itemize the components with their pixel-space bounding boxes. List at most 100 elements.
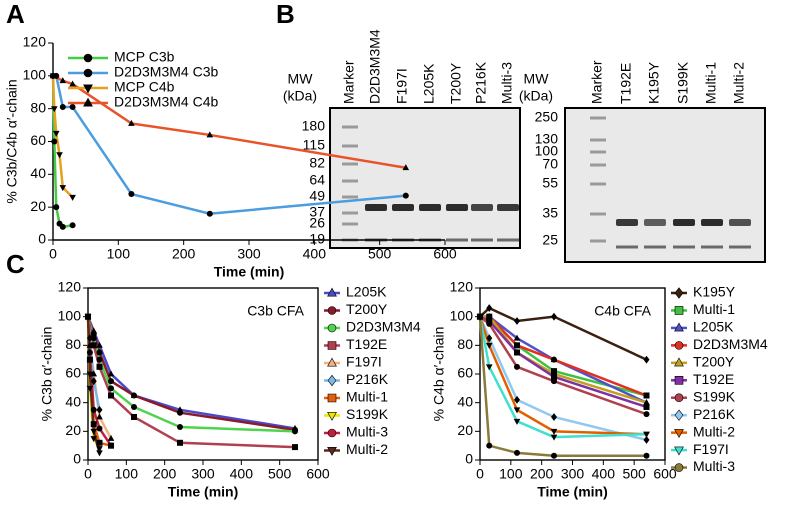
legend-entry: Multi-1 — [671, 301, 735, 317]
data-point — [90, 428, 98, 435]
x-axis-label: Time (min) — [168, 484, 239, 500]
legend-label: Multi-3 — [693, 458, 735, 474]
x-tick-label: 300 — [561, 466, 585, 482]
data-point — [59, 223, 66, 230]
data-point — [514, 349, 520, 356]
ladder-band — [342, 179, 358, 183]
legend-entry: S199K — [324, 406, 389, 422]
legend-marker — [674, 409, 684, 421]
data-point — [402, 192, 409, 199]
data-point — [108, 385, 114, 392]
data-point — [131, 403, 137, 410]
protein-band — [673, 219, 695, 226]
y-tick-label: 0 — [73, 451, 81, 467]
data-point — [69, 194, 76, 201]
legend-entry: T192E — [671, 371, 734, 387]
x-tick-label: 100 — [107, 246, 131, 262]
legend-entry: T200Y — [671, 354, 735, 370]
x-tick-label: 400 — [592, 466, 616, 482]
data-point — [86, 349, 93, 356]
data-point — [96, 450, 103, 457]
x-tick-label: 500 — [622, 466, 646, 482]
panel-letter: A — [6, 0, 25, 29]
legend-label: D2D3M3M4 — [693, 336, 768, 352]
data-point — [128, 119, 135, 126]
protein-band — [644, 219, 666, 226]
data-point — [86, 371, 94, 378]
y-tick-label: 60 — [457, 365, 473, 381]
y-tick-label: 20 — [457, 422, 473, 438]
x-tick-label: 0 — [49, 246, 57, 262]
legend-entry: L205K — [324, 284, 387, 300]
x-tick-label: 600 — [306, 466, 330, 482]
legend-entry: P216K — [671, 406, 736, 422]
data-point — [96, 405, 103, 414]
protein-band — [419, 204, 441, 211]
legend-label: Multi-2 — [693, 423, 735, 439]
data-point — [59, 104, 66, 111]
legend-label: P216K — [693, 406, 736, 422]
y-tick-label: 120 — [58, 279, 82, 295]
legend-marker — [327, 323, 337, 333]
legend-entry: F197I — [671, 441, 729, 457]
mw-label: 82 — [309, 155, 325, 171]
legend-entry: MCP C3b — [68, 49, 175, 65]
legend-marker — [674, 357, 684, 367]
y-axis-label: % C3b α′-chain — [39, 327, 55, 422]
data-point — [59, 77, 67, 84]
data-point — [643, 355, 650, 364]
data-point — [90, 335, 97, 342]
mw-label: 70 — [542, 156, 558, 172]
y-tick-label: 100 — [23, 67, 47, 83]
ladder-band — [590, 138, 606, 142]
ladder-band — [342, 144, 358, 148]
ladder-band — [342, 162, 358, 166]
legend-entry: Multi-2 — [324, 441, 388, 457]
annotation: C4b CFA — [594, 303, 651, 319]
legend-entry: F197I — [324, 354, 382, 370]
data-point — [402, 164, 410, 171]
legend-label: T200Y — [693, 354, 735, 370]
data-point — [477, 313, 483, 320]
y-tick-label: 80 — [30, 99, 46, 115]
mw-label: 35 — [542, 205, 558, 221]
legend-marker — [674, 375, 684, 385]
legend-marker — [327, 357, 337, 367]
data-point — [643, 392, 650, 399]
data-point — [643, 399, 650, 406]
x-tick-label: 400 — [303, 246, 327, 262]
plot: 0 100 200 300 400 500 600 0 20 40 60 80 100 120 Time (… — [431, 279, 768, 500]
legend-marker — [83, 84, 93, 94]
data-point — [96, 439, 103, 446]
legend-marker — [83, 97, 93, 107]
data-point — [177, 439, 183, 446]
legend-label: P216K — [346, 371, 389, 387]
legend-label: D2D3M3M4 — [346, 319, 421, 335]
y-axis-label: % C4b α′-chain — [431, 327, 447, 422]
data-point — [206, 131, 214, 138]
data-point — [84, 314, 92, 321]
lane-label: S199K — [675, 61, 691, 104]
data-point — [49, 72, 57, 79]
legend-entry: Multi-3 — [671, 458, 735, 474]
mw-label: 55 — [542, 175, 558, 191]
ladder-band — [590, 163, 606, 167]
data-point — [514, 449, 520, 456]
lane-label: D2D3M3M4 — [367, 29, 383, 104]
data-point — [90, 406, 97, 413]
y-tick-label: 100 — [450, 307, 474, 323]
panel-letter: B — [276, 0, 295, 29]
gel-image — [329, 107, 521, 249]
mw-label: 115 — [303, 137, 326, 153]
lane-label: Multi-2 — [731, 62, 747, 104]
legend-entry: D2D3M3M4 — [324, 319, 421, 335]
y-tick-label: 0 — [38, 231, 46, 247]
legend-marker — [674, 446, 684, 456]
data-point — [551, 356, 557, 363]
data-point — [51, 106, 58, 113]
data-point — [96, 349, 103, 356]
legend-label: T192E — [693, 371, 734, 387]
series-line — [480, 315, 648, 404]
legend-marker — [674, 322, 684, 332]
data-point — [514, 363, 520, 370]
